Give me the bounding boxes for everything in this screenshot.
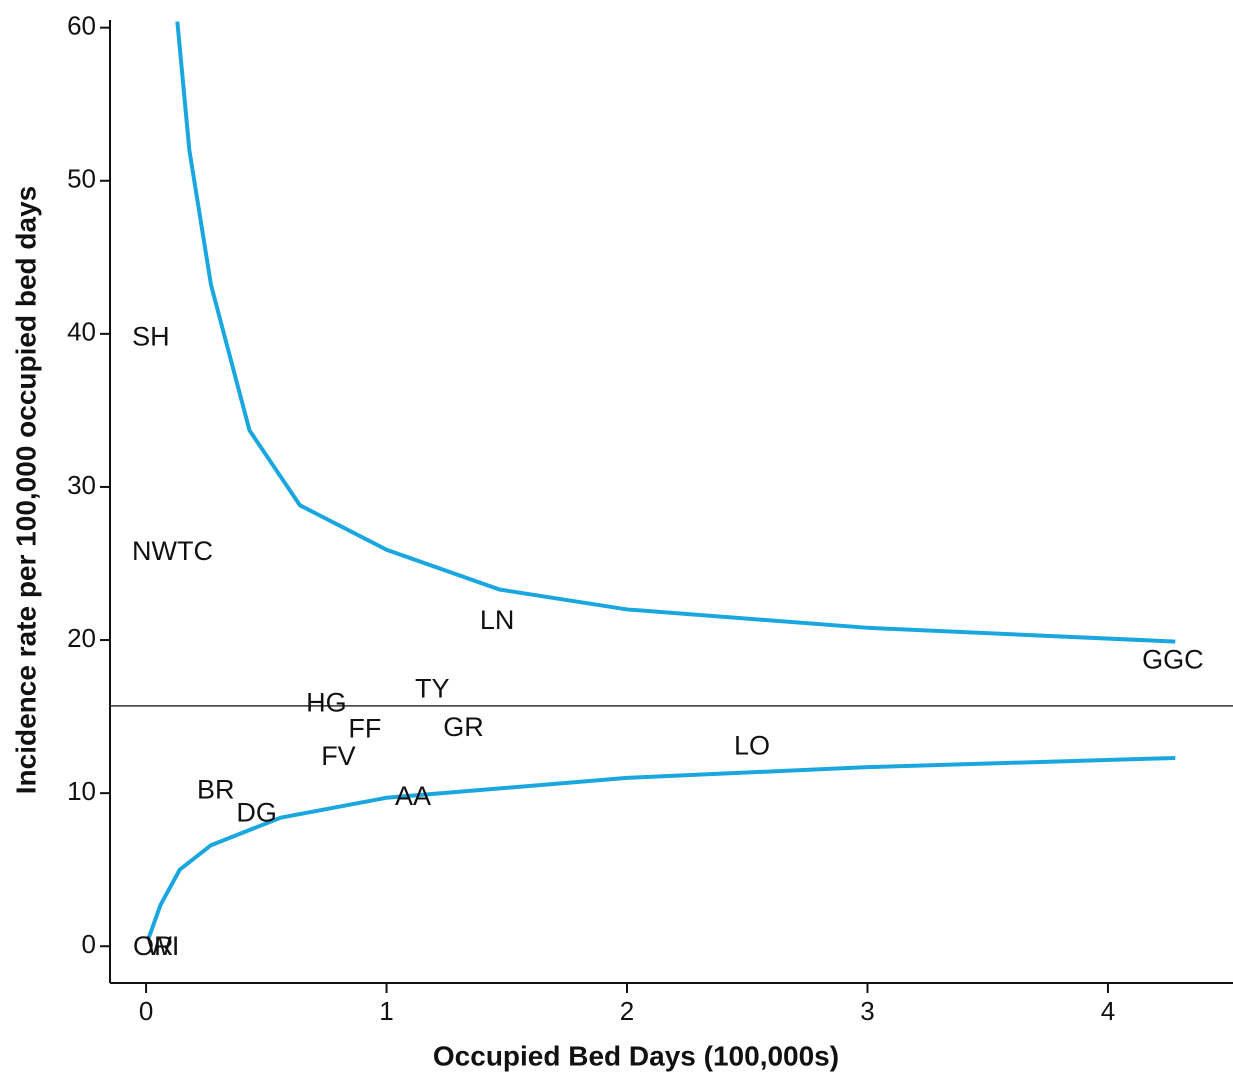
y-tick-label: 50	[67, 164, 96, 194]
x-tick-label: 3	[860, 996, 874, 1026]
y-tick-label: 60	[67, 11, 96, 41]
point-label: BR	[197, 775, 235, 805]
control-limit	[175, 21, 1176, 644]
x-tick-label: 4	[1101, 996, 1115, 1026]
point-label: LO	[734, 730, 770, 760]
point-label: TY	[415, 674, 450, 704]
point-label: HG	[306, 687, 347, 717]
point-label: GR	[443, 712, 484, 742]
point-label: DG	[236, 798, 277, 828]
point-label: WI	[146, 931, 179, 961]
y-tick-label: 0	[82, 929, 96, 959]
y-axis-label: Incidence rate per 100,000 occupied bed …	[10, 186, 41, 795]
point-label: FF	[348, 714, 381, 744]
y-tick-label: 40	[67, 317, 96, 347]
point-label: NWTC	[132, 536, 213, 566]
x-tick-label: 0	[139, 996, 153, 1026]
y-tick-label: 10	[67, 776, 96, 806]
point-label: LN	[480, 605, 515, 635]
point-label: SH	[132, 322, 170, 352]
point-label: OR	[133, 931, 174, 961]
point-label: FV	[321, 741, 356, 771]
x-axis-label: Occupied Bed Days (100,000s)	[433, 1040, 839, 1071]
control-limit	[146, 755, 1176, 940]
x-tick-label: 1	[379, 996, 393, 1026]
y-tick-label: 30	[67, 470, 96, 500]
y-tick-label: 20	[67, 623, 96, 653]
point-label: GGC	[1142, 645, 1204, 675]
point-label: AA	[395, 781, 431, 811]
x-tick-label: 2	[620, 996, 634, 1026]
